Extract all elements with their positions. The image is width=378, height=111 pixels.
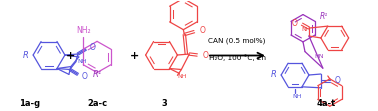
Text: NH: NH [178,74,187,79]
Text: O: O [291,19,297,28]
Text: +: + [66,51,76,60]
Text: O: O [82,72,88,81]
Text: NH₂: NH₂ [76,26,91,35]
Text: NH: NH [292,94,302,99]
Text: R¹: R¹ [93,70,102,79]
Text: 4a-t: 4a-t [316,99,336,108]
Text: 2a-c: 2a-c [87,99,107,108]
Text: O: O [335,76,341,85]
Text: O: O [90,43,96,52]
Text: 3: 3 [162,99,167,108]
Text: HN: HN [314,54,324,59]
Text: NH: NH [77,59,87,64]
Text: H₂O, 100 °C, 2h: H₂O, 100 °C, 2h [209,54,265,61]
Text: O: O [202,51,208,59]
Text: NH: NH [301,27,311,32]
Text: O: O [199,26,205,35]
Text: 1a-g: 1a-g [19,99,40,108]
Text: R¹: R¹ [320,12,328,21]
Text: +: + [130,51,139,60]
Text: R: R [271,70,277,79]
Text: CAN (0.5 mol%): CAN (0.5 mol%) [208,38,266,44]
Text: R: R [23,51,29,59]
